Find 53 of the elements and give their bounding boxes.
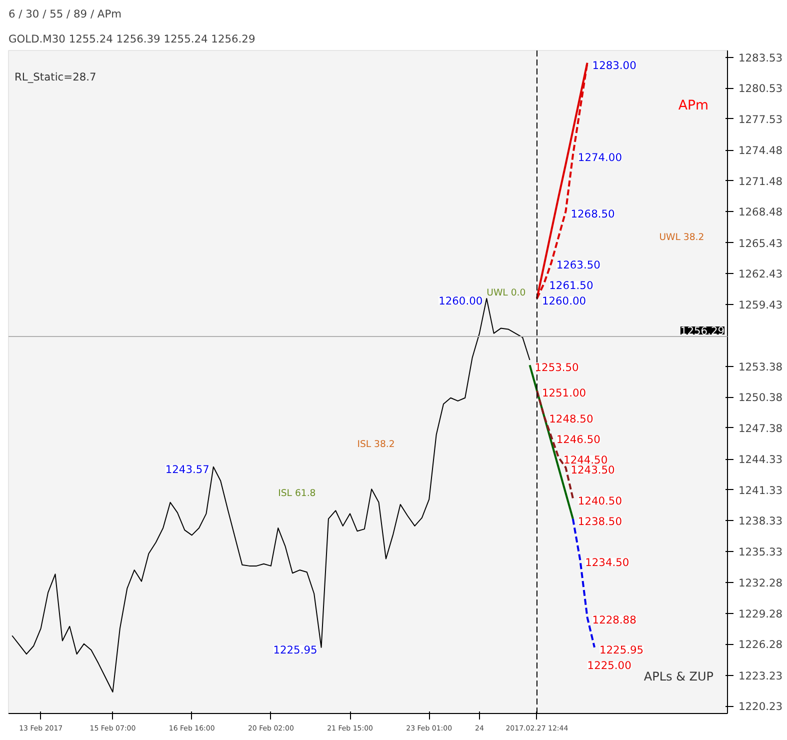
y-tick-label: 1259.43 <box>738 298 783 312</box>
y-tick-label: 1220.23 <box>738 700 783 714</box>
data-label: 1225.95 <box>273 643 318 656</box>
annotation: UWL 38.2 <box>659 232 704 243</box>
y-tick-label: 1262.43 <box>738 268 783 281</box>
y-tick-label: 1271.48 <box>738 174 783 188</box>
data-label: 1246.50 <box>556 432 601 446</box>
y-tick-label: 1241.33 <box>738 484 783 497</box>
data-label: 1228.88 <box>592 613 637 626</box>
annotation: 1225.00 <box>587 659 632 672</box>
y-tick-label: 1247.38 <box>738 422 783 435</box>
annotation: APm <box>678 98 709 114</box>
data-label: 1268.50 <box>570 207 616 220</box>
chart-title: GOLD.M30 1255.24 1256.39 1255.24 1256.29 <box>8 32 256 46</box>
data-label: 1253.50 <box>534 361 580 374</box>
ref-line-label: 1256.29 <box>680 324 725 338</box>
data-label: 1251.00 <box>542 386 586 400</box>
y-tick-label: 1235.33 <box>738 545 783 558</box>
y-tick-label: 1268.48 <box>738 206 783 219</box>
y-tick-label: 1265.43 <box>738 236 783 250</box>
annotation: UWL 0.0 <box>486 287 526 298</box>
line-series <box>12 298 530 692</box>
y-tick-label: 1229.28 <box>738 607 783 620</box>
data-label: 1244.50 <box>564 453 608 466</box>
data-label: 1260.00 <box>542 294 586 308</box>
data-label: 1260.00 <box>438 294 483 308</box>
y-tick-label: 1277.53 <box>738 112 783 126</box>
y-tick-label: 1253.38 <box>738 360 783 374</box>
y-tick-label: 1244.33 <box>738 453 783 466</box>
y-tick-label: 1226.28 <box>738 638 783 652</box>
y-tick-label: 1223.23 <box>738 669 783 682</box>
annotation: RL_Static=28.7 <box>14 70 96 84</box>
y-tick-label: 1280.53 <box>738 82 783 96</box>
y-tick-label: 1238.33 <box>738 514 783 528</box>
data-label: 1283.00 <box>592 58 637 72</box>
y-tick-label: 1283.53 <box>738 51 783 64</box>
annotation: ISL 38.2 <box>357 438 395 450</box>
data-label: 1234.50 <box>585 556 630 569</box>
data-label: 1248.50 <box>549 412 594 426</box>
data-label: 1243.50 <box>570 464 616 477</box>
y-tick-label: 1274.48 <box>738 144 783 158</box>
data-label: 1261.50 <box>549 279 594 292</box>
chart-subtitle: 6 / 30 / 55 / 89 / APm <box>8 8 122 20</box>
annotation: ISL 61.8 <box>278 488 316 500</box>
data-label: 1263.50 <box>556 258 601 272</box>
data-label: 1274.00 <box>578 151 622 164</box>
y-tick-label: 1250.38 <box>738 391 783 404</box>
data-label: 1238.50 <box>578 514 622 528</box>
data-label: 1225.95 <box>599 643 644 656</box>
y-tick-label: 1232.28 <box>738 576 783 590</box>
data-label: 1243.57 <box>165 462 210 476</box>
data-label: 1240.50 <box>578 494 622 508</box>
annotation: APLs & ZUP <box>644 670 714 684</box>
